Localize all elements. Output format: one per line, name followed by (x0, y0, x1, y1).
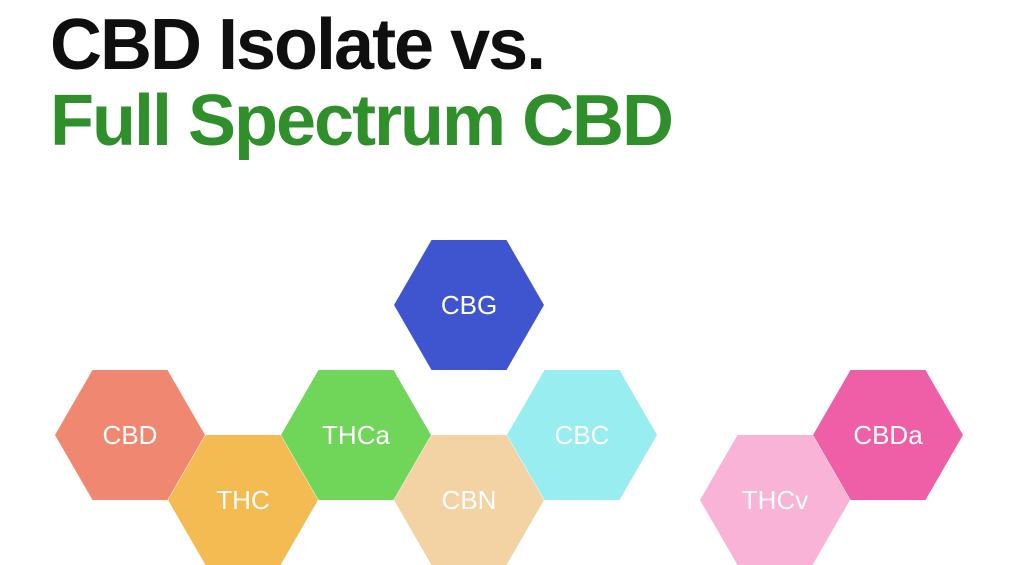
hexagon-label: THC (216, 485, 269, 516)
hexagon-label: CBN (442, 485, 497, 516)
hexagon-label: CBD (103, 420, 158, 451)
hexagon-cbg: CBG (394, 240, 544, 370)
title-line-1: CBD Isolate vs. (50, 8, 672, 84)
hexagon-label: THCa (322, 420, 390, 451)
page-title: CBD Isolate vs. Full Spectrum CBD (50, 8, 672, 159)
hexagon-label: CBG (441, 290, 497, 321)
hexagon-label: CBDa (853, 420, 922, 451)
hexagon-label: THCv (742, 485, 808, 516)
title-line-2: Full Spectrum CBD (50, 84, 672, 160)
hexagon-label: CBC (555, 420, 610, 451)
